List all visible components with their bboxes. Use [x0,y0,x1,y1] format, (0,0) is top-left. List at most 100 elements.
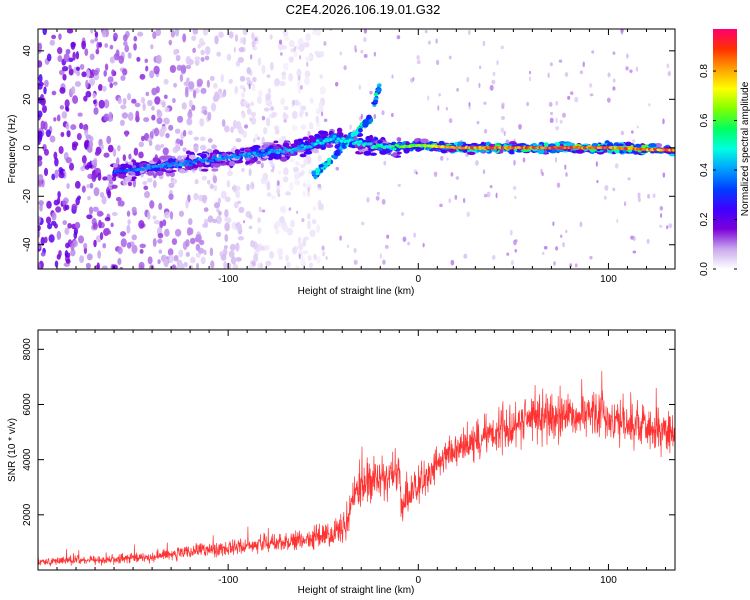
spectrogram-noise-blob [232,119,238,129]
spectrogram-noise-blob [131,234,137,241]
spectrogram-noise-blob [213,184,218,192]
spectrogram-noise-blob [500,45,505,50]
spectrogram-noise-blob [186,227,192,236]
spectrogram-noise-blob [612,187,616,192]
spectrogram-ridge-core [341,137,346,141]
spectrogram-noise-blob [169,65,177,73]
spectrogram-branch-blob [327,159,331,166]
spectrogram-ridge-core [213,155,217,159]
spectrogram-noise-blob [235,223,243,232]
spectrogram-noise-blob [228,31,234,39]
spectrogram-noise-blob [186,117,193,126]
spectrogram-noise-blob [64,252,71,258]
spectrogram-noise-blob [299,85,303,90]
spectrogram-frame [37,28,676,270]
spectrogram-noise-blob [38,60,43,68]
spectrogram-noise-blob [39,204,43,212]
spectrogram-ridge-blob [373,137,379,141]
spectrogram-noise-blob [106,135,112,145]
spectrogram-x-tick-label: -100 [218,274,238,285]
spectrogram-noise-blob [245,77,251,82]
spectrogram-noise-blob [42,29,48,36]
spectrogram-noise-blob [88,140,94,149]
spectrogram-ridge-core [297,145,301,148]
spectrogram-noise-blob [308,54,312,60]
spectrogram-noise-blob [319,203,324,211]
spectrogram-ridge-blob [363,150,372,156]
spectrogram-noise-blob [466,76,470,83]
spectrogram-noise-blob [288,72,294,82]
spectrogram-noise-blob [224,245,228,250]
spectrogram-noise-blob [549,117,554,123]
spectrogram-noise-blob [124,131,129,137]
spectrogram-noise-blob [38,262,41,269]
spectrogram-noise-blob [65,122,70,130]
spectrogram-noise-blob [500,115,505,121]
spectrogram-ridge-blob [396,137,402,142]
spectrogram-noise-blob [192,29,199,35]
spectrogram-noise-blob [297,75,301,81]
spectrogram-noise-blob [98,41,103,48]
spectrogram-noise-blob [316,224,320,233]
spectrogram-noise-blob [221,91,226,98]
spectrogram-noise-blob [180,64,187,73]
spectrogram-noise-blob [153,127,160,137]
spectrogram-noise-blob [109,56,116,64]
spectrogram-noise-blob [277,170,282,175]
spectrogram-noise-blob [207,138,213,143]
spectrogram-noise-blob [218,210,222,216]
spectrogram-ridge-core [259,153,264,157]
spectrogram-noise-blob [138,151,144,159]
spectrogram-noise-blob [143,191,151,199]
spectrogram-noise-blob [311,218,317,225]
spectrogram-noise-blob [281,71,286,77]
spectrogram-noise-blob [65,258,71,264]
spectrogram-ridge-blob [206,148,213,153]
spectrogram-noise-blob [224,125,230,133]
spectrogram-noise-blob [589,93,594,97]
spectrogram-noise-blob [250,117,257,125]
spectrogram-noise-blob [121,112,129,119]
spectrogram-noise-blob [164,228,170,237]
spectrogram-x-ticks: -100 0 100 [56,29,666,285]
spectrogram-y-tick-label: 40 [22,45,33,57]
spectrogram-noise-blob [70,248,76,257]
spectrogram-noise-blob [163,211,171,219]
spectrogram-noise-blob [239,75,246,82]
colorbar-tick-label: 0.8 [699,64,710,78]
spectrogram-noise-blob [193,136,200,141]
spectrogram-noise-blob [183,81,190,86]
spectrogram-noise-blob [267,88,272,94]
spectrogram-noise-blob [83,95,88,102]
spectrogram-noise-blob [616,218,619,224]
spectrogram-ridge-blob [616,143,624,147]
spectrogram-noise-blob [285,254,289,262]
spectrogram-noise-blob [292,166,299,173]
spectrogram-noise-blob [612,51,616,56]
spectrogram-noise-blob [58,171,65,179]
spectrogram-noise-blob [90,39,95,44]
spectrogram-noise-blob [314,50,320,56]
spectrogram-noise-blob [142,102,146,112]
spectrogram-noise-blob [526,101,529,107]
spectrogram-noise-blob [626,53,629,59]
spectrogram-noise-blob [61,111,68,119]
spectrogram-noise-blob [162,147,169,156]
spectrogram-noise-blob [315,115,320,123]
spectrogram-noise-blob [293,99,300,106]
spectrogram-noise-blob [88,78,96,86]
spectrogram-noise-blob [38,74,43,83]
spectrogram-noise-blob [120,238,127,248]
spectrogram-ridge-core [216,157,221,161]
spectrogram-ridge-core [356,143,361,146]
spectrogram-noise-blob [242,36,247,46]
spectrogram-noise-blob [98,99,105,109]
spectrogram-noise-blob [379,253,382,259]
spectrogram-noise-blob [185,199,189,209]
spectrogram-noise-blob [266,182,271,191]
spectrogram-noise-blob [290,219,295,228]
spectrogram-noise-blob [66,29,74,34]
spectrogram-noise-blob [191,35,197,41]
spectrogram-noise-blob [448,198,452,204]
spectrogram-noise-blob [662,118,665,125]
